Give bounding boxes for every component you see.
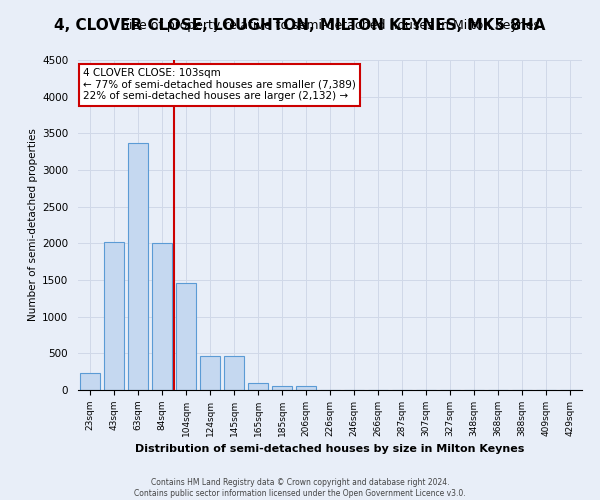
Bar [224, 356, 244, 390]
Y-axis label: Number of semi-detached properties: Number of semi-detached properties [28, 128, 38, 322]
Bar [80, 373, 100, 390]
Bar [104, 242, 124, 390]
Bar [176, 283, 196, 390]
Bar [248, 384, 268, 390]
Text: Contains HM Land Registry data © Crown copyright and database right 2024.
Contai: Contains HM Land Registry data © Crown c… [134, 478, 466, 498]
Bar [200, 356, 220, 390]
Bar [152, 242, 172, 390]
Bar [128, 143, 148, 390]
Text: 4, CLOVER CLOSE, LOUGHTON, MILTON KEYNES, MK5 8HA: 4, CLOVER CLOSE, LOUGHTON, MILTON KEYNES… [55, 18, 545, 32]
Bar [272, 386, 292, 390]
Title: Size of property relative to semi-detached houses in Milton Keynes: Size of property relative to semi-detach… [121, 20, 539, 32]
X-axis label: Distribution of semi-detached houses by size in Milton Keynes: Distribution of semi-detached houses by … [136, 444, 524, 454]
Bar [296, 386, 316, 390]
Text: 4 CLOVER CLOSE: 103sqm
← 77% of semi-detached houses are smaller (7,389)
22% of : 4 CLOVER CLOSE: 103sqm ← 77% of semi-det… [83, 68, 356, 102]
